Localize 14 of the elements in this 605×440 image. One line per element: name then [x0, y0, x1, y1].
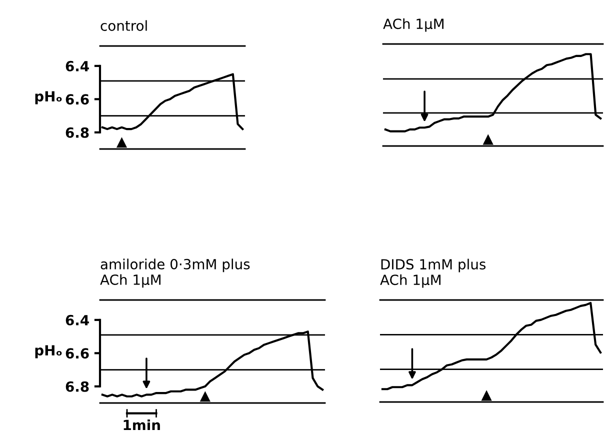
y-tick-label: 6.8	[66, 127, 89, 138]
chart-title: ACh 1μM	[383, 18, 444, 32]
chart-title: control	[100, 20, 147, 31]
y-tick-label: 6.8	[66, 381, 89, 392]
y-tick-label: 6.6	[66, 348, 89, 359]
y-tick-label: 6.4	[66, 314, 89, 326]
chart-title: DIDS 1mM plus ACh 1μM	[380, 258, 486, 288]
y-axis-title: pHₒ	[35, 345, 62, 358]
chart-title: amiloride 0·3mM plus ACh 1μM	[100, 258, 250, 288]
line-series	[101, 330, 324, 398]
text: 1min	[124, 419, 160, 430]
y-tick-label: 6.6	[66, 94, 89, 105]
y-axis-title: pHₒ	[35, 91, 62, 104]
y-tick-label: 6.4	[66, 60, 89, 72]
